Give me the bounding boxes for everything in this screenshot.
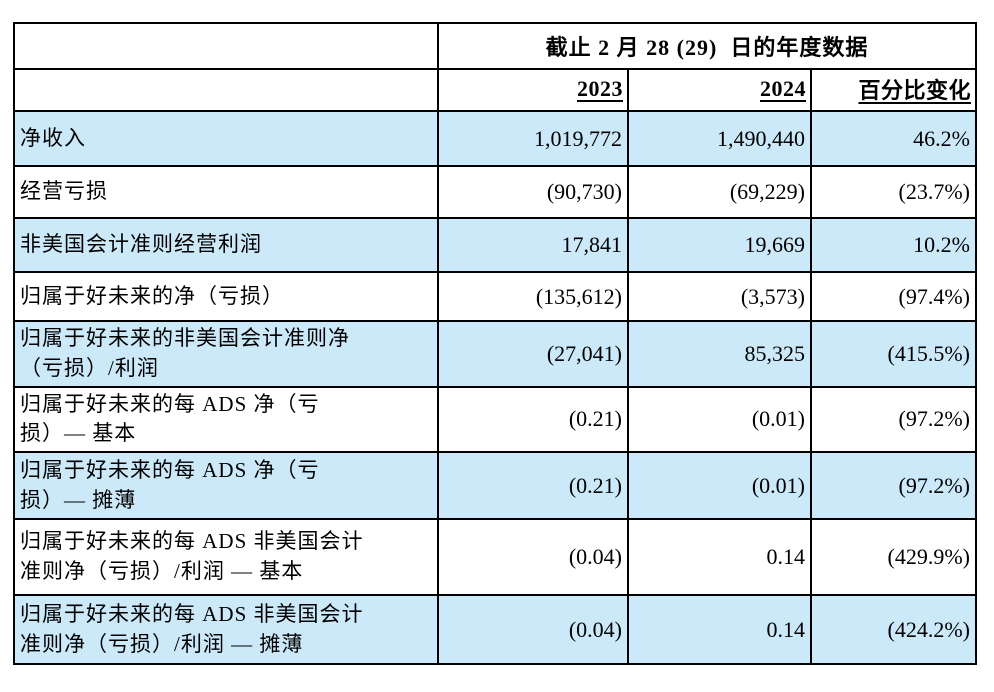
value-percent-change: (97.2%) (810, 385, 977, 454)
value-2023: 17,841 (437, 217, 629, 273)
value-2024: 85,325 (627, 320, 812, 388)
column-header-2024-label: 2024 (760, 76, 806, 101)
table-row-net-loss-per-ads-basic: 归属于好未来的每 ADS 净（亏 损）— 基本 (0.21) (0.01) (9… (13, 385, 977, 454)
value-2024: 1,490,440 (627, 110, 812, 167)
value-2023: (90,730) (437, 165, 629, 219)
table-title: 截止 2 月 28 (29) 日的年度数据 (437, 22, 977, 70)
table-row-net-loss-attributable: 归属于好未来的净（亏损） (135,612) (3,573) (97.4%) (13, 271, 977, 322)
column-header-2023: 2023 (437, 68, 629, 112)
corner-cell (13, 22, 439, 70)
value-2024: 0.14 (627, 594, 812, 666)
column-header-2024: 2024 (627, 68, 812, 112)
value-percent-change: 46.2% (810, 110, 977, 167)
table-title-row: 截止 2 月 28 (29) 日的年度数据 (13, 22, 977, 70)
value-percent-change: (97.4%) (810, 271, 977, 322)
value-2024: (3,573) (627, 271, 812, 322)
table-row-net-revenues: 净收入 1,019,772 1,490,440 46.2% (13, 110, 977, 167)
value-2024: (69,229) (627, 165, 812, 219)
row-label: 归属于好未来的每 ADS 净（亏 损）— 基本 (13, 385, 439, 454)
row-label: 归属于好未来的净（亏损） (13, 271, 439, 322)
value-2024: 0.14 (627, 518, 812, 597)
row-label: 归属于好未来的每 ADS 净（亏 损）— 摊薄 (13, 451, 439, 521)
corner-cell (13, 68, 439, 112)
table-row-non-gaap-operating-income: 非美国会计准则经营利润 17,841 19,669 10.2% (13, 217, 977, 273)
value-percent-change: (429.9%) (810, 518, 977, 597)
value-2024: (0.01) (627, 451, 812, 521)
value-2023: 1,019,772 (437, 110, 629, 167)
value-percent-change: (23.7%) (810, 165, 977, 219)
value-percent-change: (97.2%) (810, 451, 977, 521)
column-header-percent-change-label: 百分比变化 (858, 78, 971, 103)
value-percent-change: 10.2% (810, 217, 977, 273)
value-2024: 19,669 (627, 217, 812, 273)
column-header-2023-label: 2023 (577, 76, 623, 101)
value-2023: (0.04) (437, 594, 629, 666)
table-row-non-gaap-net-income-per-ads-basic: 归属于好未来的每 ADS 非美国会计 准则净（亏损）/利润 — 基本 (0.04… (13, 518, 977, 597)
row-label: 经营亏损 (13, 165, 439, 219)
row-label: 归属于好未来的每 ADS 非美国会计 准则净（亏损）/利润 — 基本 (13, 518, 439, 597)
column-header-percent-change: 百分比变化 (810, 68, 977, 112)
value-2023: (0.21) (437, 451, 629, 521)
value-2023: (27,041) (437, 320, 629, 388)
column-header-row: 2023 2024 百分比变化 (13, 68, 977, 112)
annual-financials-table: 截止 2 月 28 (29) 日的年度数据 2023 2024 百分比变化 净收… (13, 22, 977, 666)
row-label: 非美国会计准则经营利润 (13, 217, 439, 273)
table-row-net-loss-per-ads-diluted: 归属于好未来的每 ADS 净（亏 损）— 摊薄 (0.21) (0.01) (9… (13, 451, 977, 521)
table-row-operating-loss: 经营亏损 (90,730) (69,229) (23.7%) (13, 165, 977, 219)
value-2023: (0.04) (437, 518, 629, 597)
value-2023: (0.21) (437, 385, 629, 454)
row-label: 净收入 (13, 110, 439, 167)
value-percent-change: (415.5%) (810, 320, 977, 388)
value-percent-change: (424.2%) (810, 594, 977, 666)
row-label: 归属于好未来的非美国会计准则净 （亏损）/利润 (13, 320, 439, 388)
row-label: 归属于好未来的每 ADS 非美国会计 准则净（亏损）/利润 — 摊薄 (13, 594, 439, 666)
table-row-non-gaap-net-income-per-ads-diluted: 归属于好未来的每 ADS 非美国会计 准则净（亏损）/利润 — 摊薄 (0.04… (13, 594, 977, 666)
value-2024: (0.01) (627, 385, 812, 454)
table-row-non-gaap-net-income-attributable: 归属于好未来的非美国会计准则净 （亏损）/利润 (27,041) 85,325 … (13, 320, 977, 388)
value-2023: (135,612) (437, 271, 629, 322)
